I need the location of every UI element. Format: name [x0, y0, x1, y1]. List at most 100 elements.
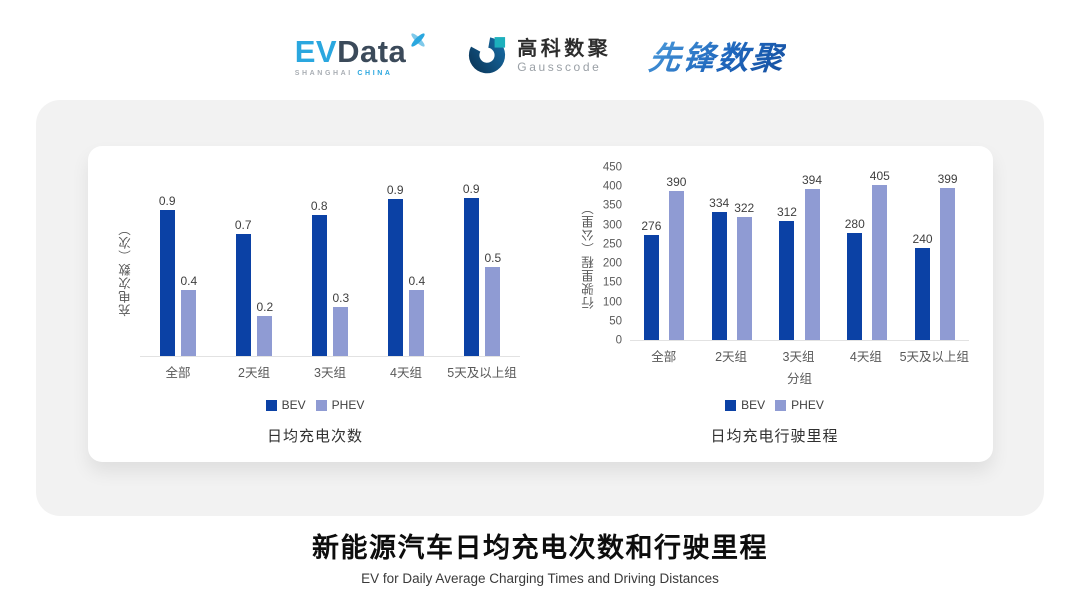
- category-label: 4天组: [390, 366, 422, 380]
- bar-cell: 0.5: [485, 182, 501, 356]
- gausscode-logo: 高科数聚 Gausscode: [466, 33, 611, 80]
- bar-cell: 0.8: [311, 182, 328, 356]
- legend-swatch-icon: [265, 399, 277, 411]
- bar-group: 280 405: [833, 168, 901, 340]
- bar-cell: 0.9: [387, 182, 404, 356]
- bar-phev: [485, 267, 501, 356]
- bar-phev: [181, 289, 197, 356]
- legend-label: BEV: [281, 398, 306, 412]
- bar-cell: 240: [913, 168, 933, 340]
- bar-cell: 276: [641, 168, 661, 340]
- category-axis: 全部 2天组 3天组 4天组 5天及以上组: [110, 362, 520, 381]
- plot-area: 276 390 334 322 312 394 280 405 240 399: [630, 168, 969, 341]
- y-axis-label-wrap: 充电次数（次）: [110, 182, 140, 357]
- category-labels: 全部 2天组 3天组 4天组 5天及以上组: [140, 362, 520, 381]
- bar-group: 334 322: [698, 168, 766, 340]
- y-tick-label: 50: [609, 315, 622, 328]
- bar-group: 240 399: [901, 168, 969, 340]
- page-title: 新能源汽车日均充电次数和行驶里程: [312, 533, 768, 563]
- bar-phev: [872, 185, 888, 340]
- bar-bev: [311, 215, 327, 356]
- legend-swatch-icon: [775, 399, 787, 411]
- evdata-ev-text: EV: [294, 33, 338, 69]
- bar-value-label: 0.7: [234, 218, 252, 233]
- evdata-shanghai-text: SHANGHAI: [294, 69, 353, 77]
- evdata-data-text: Data: [337, 33, 407, 69]
- page-subtitle: EV for Daily Average Charging Times and …: [361, 571, 719, 586]
- category-label: 3天组: [314, 366, 346, 380]
- bar-cell: 0.4: [409, 182, 425, 356]
- legend-label: PHEV: [331, 398, 365, 412]
- content-panel: 充电次数（次） 0.9 0.4 0.7 0.2 0.8 0.3 0.9 0.4 0.9 0.5 全…: [36, 100, 1044, 516]
- bar-value-label: 0.9: [462, 181, 480, 196]
- legend: BEV PHEV: [580, 398, 969, 412]
- bar-value-label: 0.8: [310, 199, 328, 214]
- evdata-china-text: CHINA: [357, 69, 393, 77]
- bar-value-label: 399: [937, 171, 958, 186]
- gausscode-en-text: Gausscode: [517, 59, 602, 74]
- x-axis-title-row: 分组: [580, 368, 969, 387]
- y-tick-label: 350: [602, 199, 622, 212]
- y-tick-label: 300: [602, 218, 622, 231]
- bar-bev: [779, 220, 795, 340]
- bar-cell: 0.2: [257, 182, 273, 356]
- y-tick-label: 450: [602, 161, 622, 174]
- axis-spacer: [580, 368, 630, 387]
- evdata-wordmark: EV Data: [294, 32, 429, 69]
- chart-caption: 日均充电行驶里程: [710, 428, 839, 445]
- legend-swatch-icon: [725, 399, 737, 411]
- evdata-logo: EV Data SHANGHAI CHINA: [294, 32, 429, 77]
- bar-cell: 394: [802, 168, 822, 340]
- y-tick-labels: 450 400 350 300 250 200 150 100 50 0: [596, 162, 630, 346]
- category-label: 5天及以上组: [899, 350, 970, 364]
- bar-value-label: 405: [869, 169, 890, 184]
- bar-phev: [668, 190, 684, 340]
- category-label: 5天及以上组: [447, 366, 517, 380]
- bar-phev: [804, 189, 820, 340]
- category-label: 3天组: [782, 350, 815, 364]
- bar-bev: [159, 209, 175, 356]
- y-tick-label: 250: [602, 238, 622, 251]
- bar-bev: [643, 234, 659, 340]
- chart-daily-charging-times: 充电次数（次） 0.9 0.4 0.7 0.2 0.8 0.3 0.9 0.4 0.9 0.5 全…: [88, 146, 540, 462]
- bar-group: 312 394: [766, 168, 834, 340]
- bar-cell: 322: [734, 168, 754, 340]
- bar-cell: 0.9: [159, 182, 176, 356]
- bar-cell: 390: [666, 168, 686, 340]
- gausscode-mark-icon: [466, 33, 508, 80]
- bar-group: 276 390: [630, 168, 698, 340]
- category-labels: 全部 2天组 3天组 4天组 5天及以上组: [630, 346, 969, 365]
- legend-item-bev: BEV: [725, 398, 765, 412]
- bar-bev: [235, 234, 251, 356]
- legend-item-phev: PHEV: [315, 398, 365, 412]
- chart-caption: 日均充电次数: [266, 428, 363, 445]
- footer: 新能源汽车日均充电次数和行驶里程 EV for Daily Average Ch…: [0, 526, 1080, 586]
- bar-bev: [387, 199, 403, 356]
- y-tick-label: 200: [602, 257, 622, 270]
- axis-spacer: [580, 346, 630, 365]
- bar-cell: 0.4: [181, 182, 197, 356]
- bar-cell: 0.3: [333, 182, 349, 356]
- bar-phev: [940, 187, 956, 340]
- header-logos: EV Data SHANGHAI CHINA: [0, 20, 1080, 92]
- bar-cell: 0.7: [235, 182, 252, 356]
- bar-cell: 334: [709, 168, 729, 340]
- bar-cell: 399: [938, 168, 958, 340]
- gausscode-cn-text: 高科数聚: [517, 37, 612, 60]
- category-label: 全部: [651, 350, 677, 364]
- bar-value-label: 322: [734, 200, 755, 215]
- bar-cell: 0.9: [463, 182, 480, 356]
- bar-value-label: 0.9: [386, 183, 404, 198]
- bar-phev: [333, 307, 349, 356]
- y-tick-label: 0: [615, 334, 622, 347]
- gausscode-text: 高科数聚 Gausscode: [517, 38, 611, 75]
- chart-axis-area: 充电次数（次） 0.9 0.4 0.7 0.2 0.8 0.3 0.9 0.4 0.9 0.5: [110, 182, 520, 357]
- legend-item-phev: PHEV: [775, 398, 824, 412]
- bar-group: 0.8 0.3: [292, 182, 368, 356]
- legend-swatch-icon: [315, 399, 327, 411]
- bar-value-label: 0.9: [158, 193, 176, 208]
- category-label: 2天组: [715, 350, 748, 364]
- axis-spacer: [110, 362, 140, 381]
- category-axis: 全部 2天组 3天组 4天组 5天及以上组: [580, 346, 969, 365]
